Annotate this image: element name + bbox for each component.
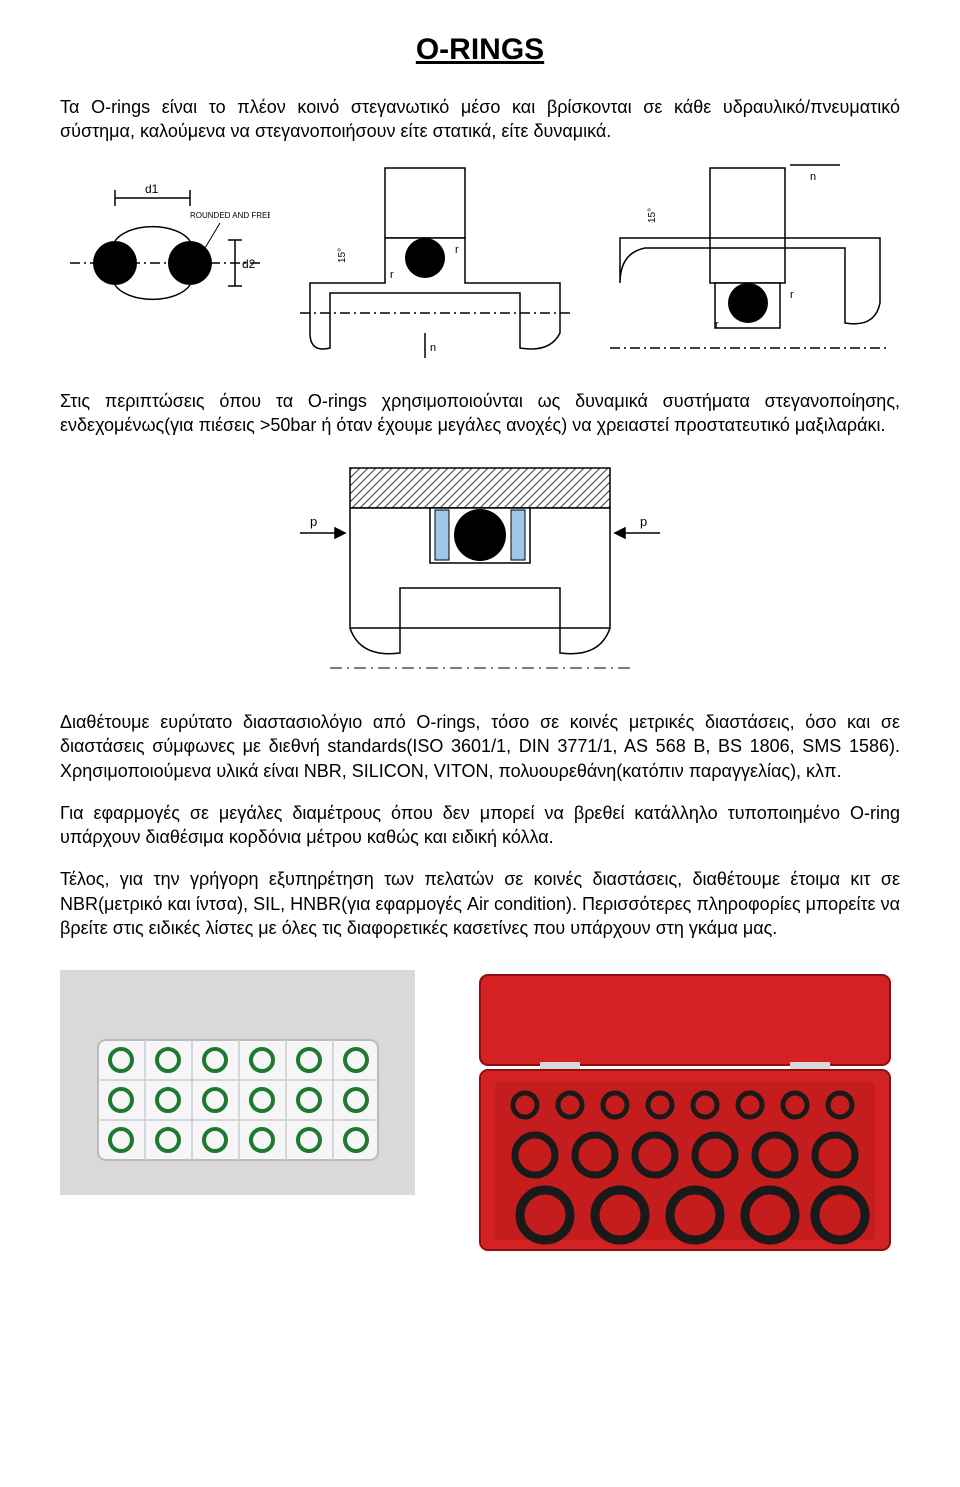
page-title: O-RINGS: [60, 30, 900, 71]
diagram-row-top: d1 d2 ROUNDED AND FREE OF BURRS: [60, 163, 900, 363]
label-angle-1: 15°: [337, 248, 348, 263]
label-r1: r: [390, 269, 394, 281]
paragraph-dynamic: Στις περιπτώσεις όπου τα O-rings χρησιμο…: [60, 389, 900, 438]
paragraph-standards: Διαθέτουμε ευρύτατο διαστασιολόγιο από O…: [60, 710, 900, 783]
diagram-groove-piston: r r 15° n: [290, 163, 580, 363]
label-rounded-callout: ROUNDED AND FREE OF BURRS: [190, 211, 270, 220]
photo-kit-green: [60, 970, 415, 1195]
diagram-groove-rod: n 15° r r: [600, 163, 900, 363]
paragraph-kits: Τέλος, για την γρήγορη εξυπηρέτηση των π…: [60, 867, 900, 940]
product-photos-row: [60, 970, 900, 1255]
label-angle-2: 15°: [647, 208, 658, 223]
label-d2: d2: [242, 257, 256, 271]
diagram-oring-crosssection: d1 d2 ROUNDED AND FREE OF BURRS: [60, 178, 270, 348]
label-r4: r: [715, 319, 719, 331]
label-n-2: n: [810, 171, 816, 183]
paragraph-intro: Τα O-rings είναι το πλέον κοινό στεγανωτ…: [60, 95, 900, 144]
label-p-left: p: [310, 514, 317, 529]
photo-kit-red: [470, 970, 900, 1255]
paragraph-cords: Για εφαρμογές σε μεγάλες διαμέτρους όπου…: [60, 801, 900, 850]
diagram-backup-ring: p p: [290, 458, 670, 678]
diagram-backup-ring-wrap: p p: [290, 458, 670, 684]
label-r3: r: [790, 289, 794, 301]
label-r2: r: [455, 244, 459, 256]
label-p-right: p: [640, 514, 647, 529]
label-d1: d1: [145, 182, 159, 196]
label-n-1: n: [430, 342, 436, 354]
